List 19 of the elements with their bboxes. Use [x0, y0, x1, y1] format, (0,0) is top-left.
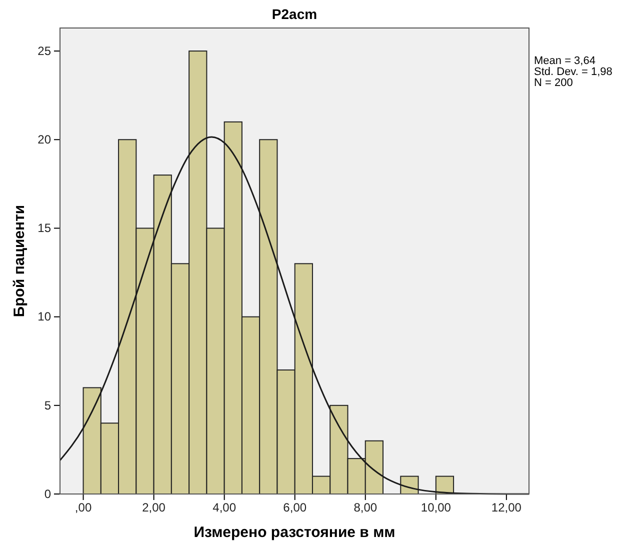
y-tick-label: 15: [38, 221, 52, 236]
y-tick-label: 20: [38, 132, 52, 146]
x-tick-label: 2,00: [142, 500, 166, 515]
x-tick-label: 12,00: [491, 500, 522, 515]
x-tick-label: 4,00: [212, 500, 236, 515]
text: N = 200: [534, 77, 573, 89]
y-tick-label: 25: [38, 44, 52, 58]
x-tick-label: 10,00: [420, 500, 452, 515]
y-axis-title: Брой пациенти: [11, 204, 28, 318]
y-tick-label: 5: [44, 398, 52, 412]
chart-title: P2acm: [272, 6, 318, 22]
x-tick-label: 6,00: [283, 500, 307, 515]
x-axis-title: Измерено разстояние в мм: [194, 524, 396, 541]
y-tick-label: 10: [38, 310, 52, 324]
x-tick-label: ,00: [74, 500, 92, 515]
text: Mean = 3,64: [534, 55, 596, 67]
y-tick-label: 0: [44, 486, 52, 501]
x-tick-label: 8,00: [354, 500, 378, 515]
text: Std. Dev. = 1,98: [534, 66, 612, 78]
